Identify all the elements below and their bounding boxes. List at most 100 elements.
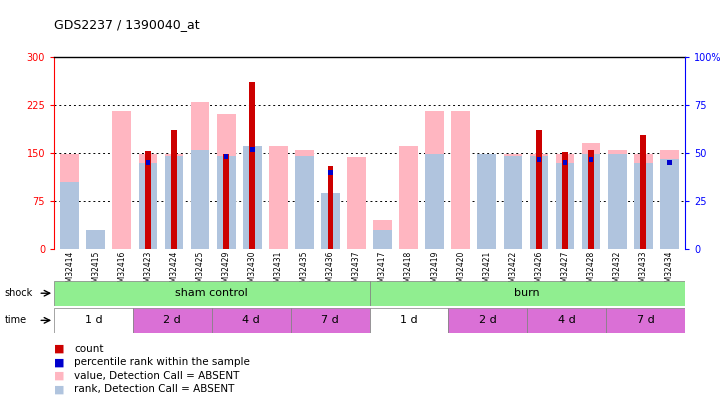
Bar <box>530 154 549 249</box>
Text: GSM32428: GSM32428 <box>587 251 596 292</box>
Bar <box>347 158 366 249</box>
Text: ■: ■ <box>54 344 65 354</box>
Text: burn: burn <box>514 288 540 298</box>
Text: 7 d: 7 d <box>637 315 655 325</box>
Text: GSM32416: GSM32416 <box>118 251 126 292</box>
Bar <box>217 115 236 249</box>
Text: percentile rank within the sample: percentile rank within the sample <box>74 358 250 367</box>
Text: GSM32435: GSM32435 <box>300 251 309 292</box>
Text: rank, Detection Call = ABSENT: rank, Detection Call = ABSENT <box>74 384 234 394</box>
Bar <box>133 308 212 333</box>
Bar <box>660 150 678 249</box>
Text: GSM32425: GSM32425 <box>195 251 205 292</box>
Text: GSM32418: GSM32418 <box>404 251 413 292</box>
Bar <box>503 154 522 249</box>
Text: 2 d: 2 d <box>164 315 181 325</box>
Text: GSM32427: GSM32427 <box>560 251 570 292</box>
Bar <box>425 154 444 249</box>
Bar <box>321 193 340 249</box>
Bar <box>582 143 601 249</box>
Bar <box>556 162 575 249</box>
Bar <box>530 156 549 249</box>
Text: count: count <box>74 344 104 354</box>
Text: ■: ■ <box>54 384 65 394</box>
Bar <box>291 308 369 333</box>
Bar <box>190 150 209 249</box>
Text: GSM32434: GSM32434 <box>665 251 674 292</box>
Bar <box>61 182 79 249</box>
Text: 1 d: 1 d <box>400 315 417 325</box>
Bar <box>527 308 606 333</box>
Text: GSM32414: GSM32414 <box>65 251 74 292</box>
Text: GSM32415: GSM32415 <box>92 251 100 292</box>
Text: ■: ■ <box>54 358 65 367</box>
Bar <box>295 150 314 249</box>
Bar <box>503 156 522 249</box>
Text: shock: shock <box>4 288 32 298</box>
Bar <box>224 153 229 159</box>
Text: GSM32422: GSM32422 <box>508 251 518 292</box>
Bar <box>146 160 150 165</box>
Bar <box>606 308 685 333</box>
Text: GSM32432: GSM32432 <box>613 251 622 292</box>
Bar <box>373 230 392 249</box>
Text: 7 d: 7 d <box>322 315 339 325</box>
Bar <box>54 308 133 333</box>
Text: GSM32420: GSM32420 <box>456 251 465 292</box>
Bar <box>164 156 183 249</box>
Text: GSM32419: GSM32419 <box>430 251 439 292</box>
Bar <box>171 130 177 249</box>
Bar <box>328 170 333 175</box>
Bar <box>87 230 105 249</box>
Bar <box>477 154 496 249</box>
Bar <box>112 111 131 249</box>
Text: GSM32431: GSM32431 <box>274 251 283 292</box>
Text: GSM32436: GSM32436 <box>326 251 335 292</box>
Text: GSM32433: GSM32433 <box>639 251 647 292</box>
Bar <box>667 160 672 165</box>
Bar <box>138 154 157 249</box>
Text: time: time <box>4 315 27 325</box>
Bar <box>61 154 79 249</box>
Bar <box>660 159 678 249</box>
Bar <box>634 154 653 249</box>
Bar <box>451 111 470 249</box>
Bar <box>448 308 527 333</box>
Bar <box>588 150 594 249</box>
Text: GSM32429: GSM32429 <box>221 251 231 292</box>
Bar <box>138 162 157 249</box>
Bar <box>369 308 448 333</box>
Bar <box>212 308 291 333</box>
Bar <box>87 236 105 249</box>
Bar <box>582 154 601 249</box>
Bar <box>243 147 262 249</box>
Bar <box>399 147 418 249</box>
Bar <box>562 160 567 165</box>
Bar <box>145 151 151 249</box>
Text: GSM32430: GSM32430 <box>248 251 257 292</box>
Bar <box>321 220 340 249</box>
Bar <box>164 154 183 249</box>
Bar <box>250 147 255 152</box>
Text: GDS2237 / 1390040_at: GDS2237 / 1390040_at <box>54 18 200 31</box>
Bar <box>190 102 209 249</box>
Text: value, Detection Call = ABSENT: value, Detection Call = ABSENT <box>74 371 239 381</box>
Bar <box>556 154 575 249</box>
Bar <box>269 147 288 249</box>
Text: 1 d: 1 d <box>84 315 102 325</box>
Text: GSM32426: GSM32426 <box>534 251 544 292</box>
Bar <box>640 135 646 249</box>
Bar <box>608 150 627 249</box>
Bar <box>217 156 236 249</box>
Text: 2 d: 2 d <box>479 315 497 325</box>
Bar <box>243 147 262 249</box>
Bar <box>327 166 333 249</box>
Bar <box>295 156 314 249</box>
Text: GSM32421: GSM32421 <box>482 251 491 292</box>
Text: GSM32424: GSM32424 <box>169 251 179 292</box>
Bar <box>373 220 392 249</box>
Bar <box>536 130 541 249</box>
Bar <box>249 82 255 249</box>
Bar <box>589 157 593 162</box>
Text: 4 d: 4 d <box>558 315 575 325</box>
